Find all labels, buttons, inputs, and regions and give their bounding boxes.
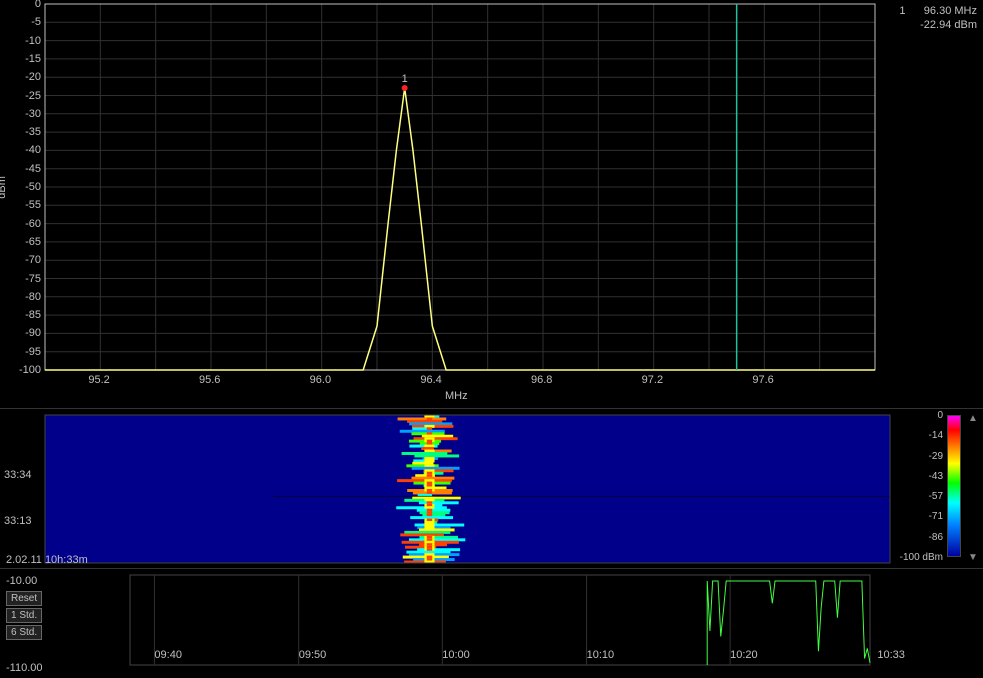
marker-level: -22.94 dBm xyxy=(920,19,977,31)
marker-freq: 96.30 MHz xyxy=(924,5,977,17)
waterfall-plot[interactable] xyxy=(0,409,983,569)
x-tick-label: 95.2 xyxy=(88,374,109,386)
y-tick-label: -25 xyxy=(25,90,41,102)
y-tick-label: -40 xyxy=(25,144,41,156)
y-tick-label: -20 xyxy=(25,71,41,83)
timeline-x-tick: 10:33 xyxy=(877,649,905,661)
x-tick-label: 97.2 xyxy=(642,374,663,386)
y-tick-label: -100 xyxy=(19,364,41,376)
timeline-x-tick: 10:20 xyxy=(730,649,758,661)
timeline-x-tick: 09:50 xyxy=(299,649,327,661)
y-tick-label: -55 xyxy=(25,199,41,211)
y-tick-label: -60 xyxy=(25,218,41,230)
colorbar-label: -43 xyxy=(929,471,943,482)
y-tick-label: -30 xyxy=(25,108,41,120)
timeline-buttons: Reset 1 Std. 6 Std. xyxy=(6,591,42,642)
colorbar-label: -29 xyxy=(929,451,943,462)
timeline-ytop: -10.00 xyxy=(6,575,37,587)
reset-button[interactable]: Reset xyxy=(6,591,42,606)
y-tick-label: -50 xyxy=(25,181,41,193)
colorbar-label: -100 dBm xyxy=(900,552,943,563)
scroll-down-icon[interactable]: ▼ xyxy=(967,552,979,564)
y-tick-label: -35 xyxy=(25,126,41,138)
y-tick-label: -80 xyxy=(25,291,41,303)
marker-readout: 1 96.30 MHz -22.94 dBm xyxy=(899,4,977,33)
svg-text:1: 1 xyxy=(402,73,408,85)
waterfall-time-label: 33:13 xyxy=(4,515,32,527)
spectrum-panel: 1 dBm MHz 0 -5 -10 -15 -20 -25 -30 -35 -40 -45 -50… xyxy=(0,0,983,408)
timeline-x-tick: 10:00 xyxy=(442,649,470,661)
y-tick-label: -15 xyxy=(25,53,41,65)
colorbar xyxy=(947,415,961,557)
x-axis-label: MHz xyxy=(445,390,468,402)
x-tick-label: 95.6 xyxy=(199,374,220,386)
colorbar-label: 0 xyxy=(937,410,943,421)
colorbar-label: -86 xyxy=(929,532,943,543)
y-tick-label: -95 xyxy=(25,346,41,358)
timeline-ybot: -110.00 xyxy=(6,662,43,674)
waterfall-timestamp: 2.02.11 10h:33m xyxy=(6,554,88,566)
y-tick-label: -75 xyxy=(25,273,41,285)
colorbar-label: -71 xyxy=(929,511,943,522)
colorbar-label: -14 xyxy=(929,430,943,441)
std1-button[interactable]: 1 Std. xyxy=(6,608,42,623)
timeline-x-tick: 09:40 xyxy=(154,649,182,661)
y-tick-label: 0 xyxy=(35,0,41,10)
y-tick-label: -10 xyxy=(25,35,41,47)
timeline-x-tick: 10:10 xyxy=(587,649,615,661)
x-tick-label: 96.8 xyxy=(531,374,552,386)
scroll-up-icon[interactable]: ▲ xyxy=(967,413,979,425)
std6-button[interactable]: 6 Std. xyxy=(6,625,42,640)
x-tick-label: 97.6 xyxy=(752,374,773,386)
timeline-panel: -10.00 -110.00 Reset 1 Std. 6 Std. 09:40… xyxy=(0,568,983,676)
waterfall-panel: 33:34 33:13 2.02.11 10h:33m 0 -14 -29 -43 -57… xyxy=(0,408,983,568)
x-tick-label: 96.0 xyxy=(310,374,331,386)
spectrum-plot[interactable]: 1 xyxy=(0,0,983,398)
y-tick-label: -85 xyxy=(25,309,41,321)
y-tick-label: -65 xyxy=(25,236,41,248)
timeline-plot[interactable] xyxy=(0,569,983,677)
marker-id: 1 xyxy=(899,5,905,17)
y-axis-label: dBm xyxy=(0,176,8,199)
y-tick-label: -70 xyxy=(25,254,41,266)
y-tick-label: -45 xyxy=(25,163,41,175)
y-tick-label: -90 xyxy=(25,327,41,339)
waterfall-time-label: 33:34 xyxy=(4,469,32,481)
x-tick-label: 96.4 xyxy=(420,374,441,386)
y-tick-label: -5 xyxy=(31,16,41,28)
colorbar-label: -57 xyxy=(929,491,943,502)
